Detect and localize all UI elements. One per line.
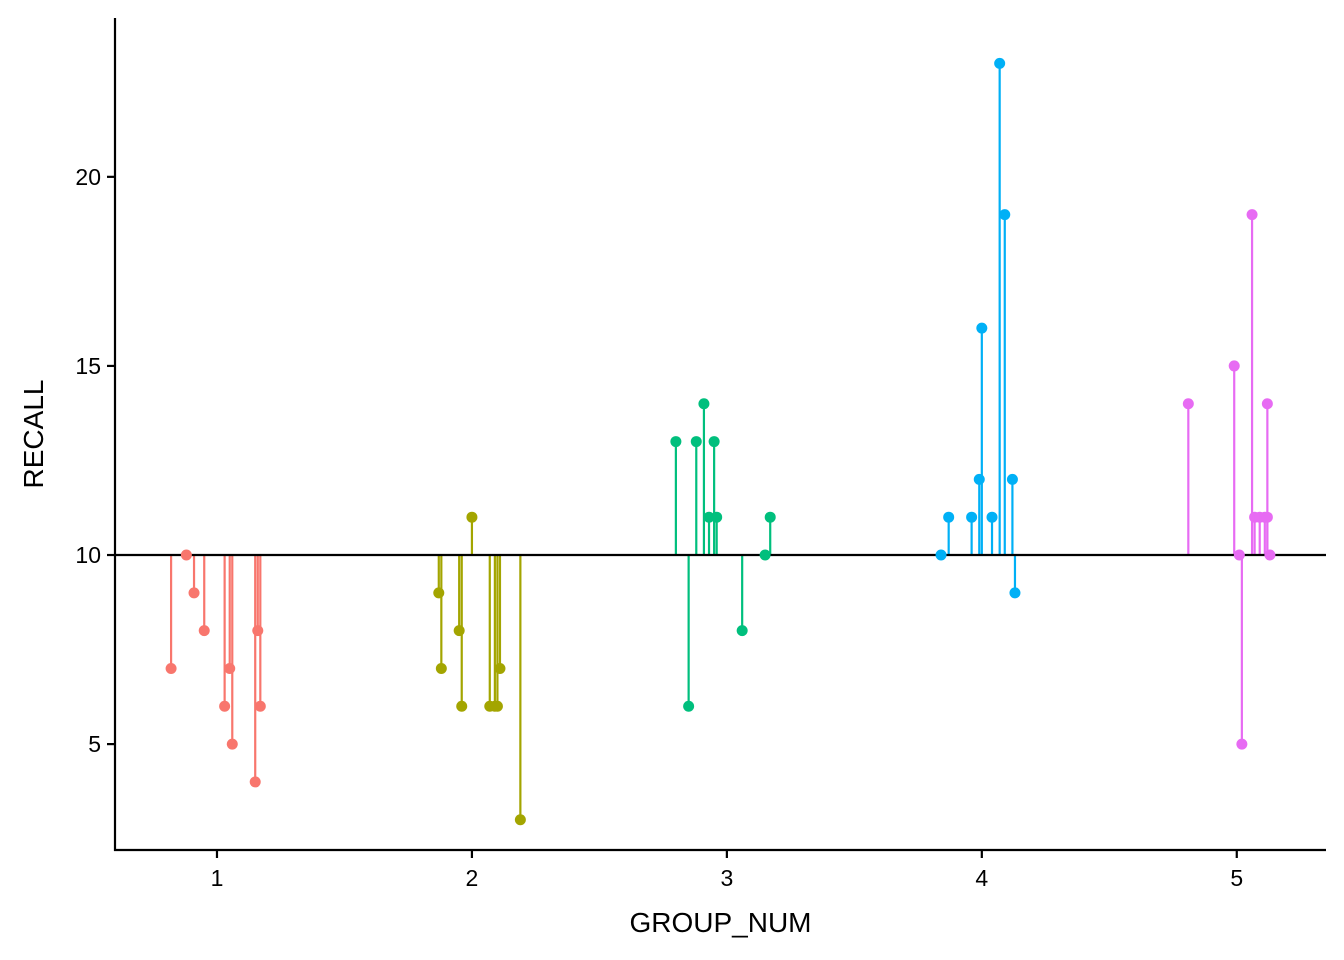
point-g1-9 <box>254 700 266 712</box>
point-g3-0 <box>670 436 682 448</box>
x-axis-title: GROUP_NUM <box>629 907 811 938</box>
x-tick-label-3: 3 <box>720 865 733 891</box>
point-g3-6 <box>711 511 723 523</box>
x-tick-label-1: 1 <box>211 865 224 891</box>
chart-marks <box>169 63 1269 820</box>
y-axis-title: RECALL <box>18 380 49 489</box>
point-g2-4 <box>466 511 478 523</box>
y-tick-label-20: 20 <box>75 164 101 190</box>
point-g2-2 <box>453 625 465 637</box>
point-g3-2 <box>690 436 702 448</box>
y-tick-label-15: 15 <box>75 353 101 379</box>
point-g4-5 <box>986 511 998 523</box>
x-axis-ticks: 1 2 3 4 5 <box>211 850 1243 891</box>
y-axis-ticks: 5 10 15 20 <box>75 164 115 757</box>
point-g1-0 <box>165 662 177 674</box>
point-g4-0 <box>935 549 947 561</box>
point-g4-6 <box>994 57 1006 69</box>
point-g4-9 <box>1009 587 1021 599</box>
point-g3-9 <box>764 511 776 523</box>
point-g3-1 <box>683 700 695 712</box>
point-g2-7 <box>491 700 503 712</box>
x-tick-label-5: 5 <box>1230 865 1243 891</box>
point-g1-5 <box>224 662 236 674</box>
point-g1-6 <box>226 738 238 750</box>
point-g5-2 <box>1233 549 1245 561</box>
point-g3-8 <box>759 549 771 561</box>
point-g4-2 <box>966 511 978 523</box>
point-g5-10 <box>1264 549 1276 561</box>
point-g1-8 <box>252 625 264 637</box>
point-g3-4 <box>703 511 715 523</box>
point-g1-1 <box>180 549 192 561</box>
y-tick-label-5: 5 <box>88 731 101 757</box>
point-g5-1 <box>1228 360 1240 372</box>
x-tick-label-4: 4 <box>975 865 988 891</box>
point-g4-3 <box>973 473 985 485</box>
point-g5-0 <box>1182 398 1194 410</box>
point-g4-4 <box>976 322 988 334</box>
point-g3-5 <box>708 436 720 448</box>
point-g3-3 <box>698 398 710 410</box>
point-g2-8 <box>494 662 506 674</box>
point-g1-3 <box>198 625 210 637</box>
point-g1-4 <box>219 700 231 712</box>
point-g5-3 <box>1236 738 1248 750</box>
y-tick-label-10: 10 <box>75 542 101 568</box>
point-g4-8 <box>1006 473 1018 485</box>
point-g1-7 <box>249 776 261 788</box>
chart-dots <box>165 57 1276 826</box>
point-g1-2 <box>188 587 200 599</box>
point-g3-7 <box>736 625 748 637</box>
x-tick-label-2: 2 <box>466 865 479 891</box>
point-g2-1 <box>435 662 447 674</box>
point-g4-1 <box>943 511 955 523</box>
point-g2-9 <box>514 814 526 826</box>
point-g5-8 <box>1261 398 1273 410</box>
point-g4-7 <box>999 209 1011 221</box>
point-g2-0 <box>433 587 445 599</box>
point-g5-4 <box>1246 209 1258 221</box>
point-g2-3 <box>456 700 468 712</box>
point-g5-9 <box>1261 511 1273 523</box>
